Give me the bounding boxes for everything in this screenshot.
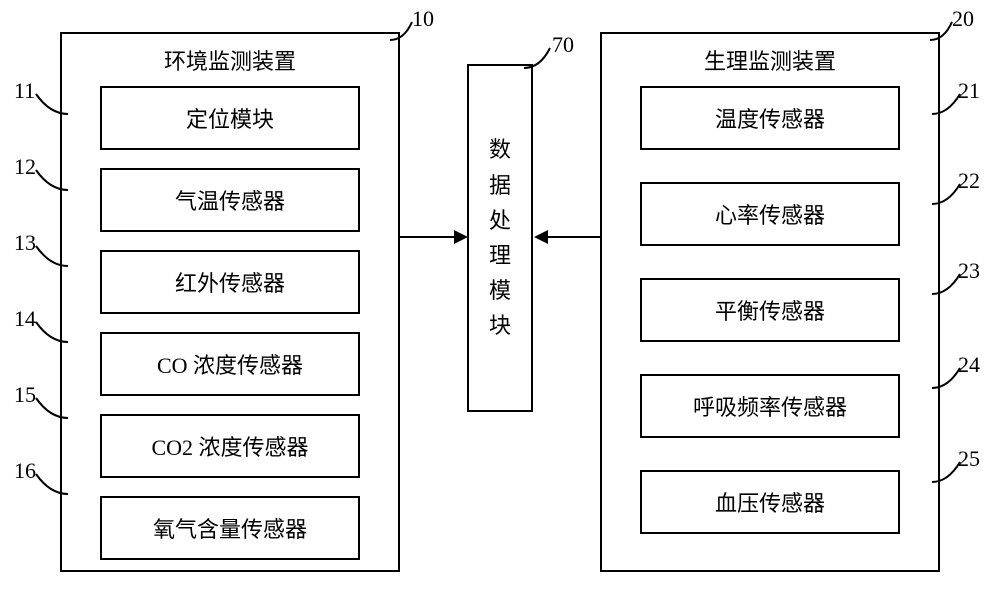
center-char-2: 据 xyxy=(489,168,511,203)
physio-monitor-box: 生理监测装置 温度传感器 心率传感器 平衡传感器 呼吸频率传感器 血压传感器 xyxy=(600,32,940,572)
leader-16 xyxy=(32,472,70,496)
arrow-left-head xyxy=(454,230,468,244)
leader-23 xyxy=(932,272,966,296)
leader-22 xyxy=(932,182,966,206)
leader-14 xyxy=(32,320,70,344)
env-items: 定位模块 气温传感器 红外传感器 CO 浓度传感器 CO2 浓度传感器 氧气含量… xyxy=(62,82,398,560)
env-item-co2: CO2 浓度传感器 xyxy=(100,414,360,478)
env-item-temp: 气温传感器 xyxy=(100,168,360,232)
leader-10 xyxy=(390,20,420,42)
center-char-5: 模 xyxy=(489,273,511,308)
physio-item-temp: 温度传感器 xyxy=(640,86,900,150)
center-char-3: 处 xyxy=(489,203,511,238)
physio-item-bp: 血压传感器 xyxy=(640,470,900,534)
env-monitor-title: 环境监测装置 xyxy=(62,34,398,82)
data-processing-box: 数 据 处 理 模 块 xyxy=(467,64,533,412)
physio-items: 温度传感器 心率传感器 平衡传感器 呼吸频率传感器 血压传感器 xyxy=(602,82,938,534)
physio-item-hr: 心率传感器 xyxy=(640,182,900,246)
env-item-o2: 氧气含量传感器 xyxy=(100,496,360,560)
env-monitor-box: 环境监测装置 定位模块 气温传感器 红外传感器 CO 浓度传感器 CO2 浓度传… xyxy=(60,32,400,572)
center-char-6: 块 xyxy=(489,308,511,343)
env-item-co: CO 浓度传感器 xyxy=(100,332,360,396)
env-item-ir: 红外传感器 xyxy=(100,250,360,314)
center-char-1: 数 xyxy=(489,132,511,167)
physio-monitor-title: 生理监测装置 xyxy=(602,34,938,82)
arrow-right-head xyxy=(534,230,548,244)
block-diagram: 环境监测装置 定位模块 气温传感器 红外传感器 CO 浓度传感器 CO2 浓度传… xyxy=(0,0,1000,616)
center-char-4: 理 xyxy=(489,238,511,273)
env-item-positioning: 定位模块 xyxy=(100,86,360,150)
leader-12 xyxy=(32,168,70,192)
leader-20 xyxy=(930,20,960,42)
leader-13 xyxy=(32,244,70,268)
arrow-right-to-center xyxy=(546,236,600,238)
physio-item-respiration: 呼吸频率传感器 xyxy=(640,374,900,438)
leader-25 xyxy=(932,460,966,484)
leader-15 xyxy=(32,396,70,420)
leader-24 xyxy=(932,366,966,390)
arrow-left-to-center xyxy=(400,236,456,238)
leader-11 xyxy=(32,92,70,116)
leader-21 xyxy=(932,92,966,116)
leader-70 xyxy=(524,46,556,70)
physio-item-balance: 平衡传感器 xyxy=(640,278,900,342)
